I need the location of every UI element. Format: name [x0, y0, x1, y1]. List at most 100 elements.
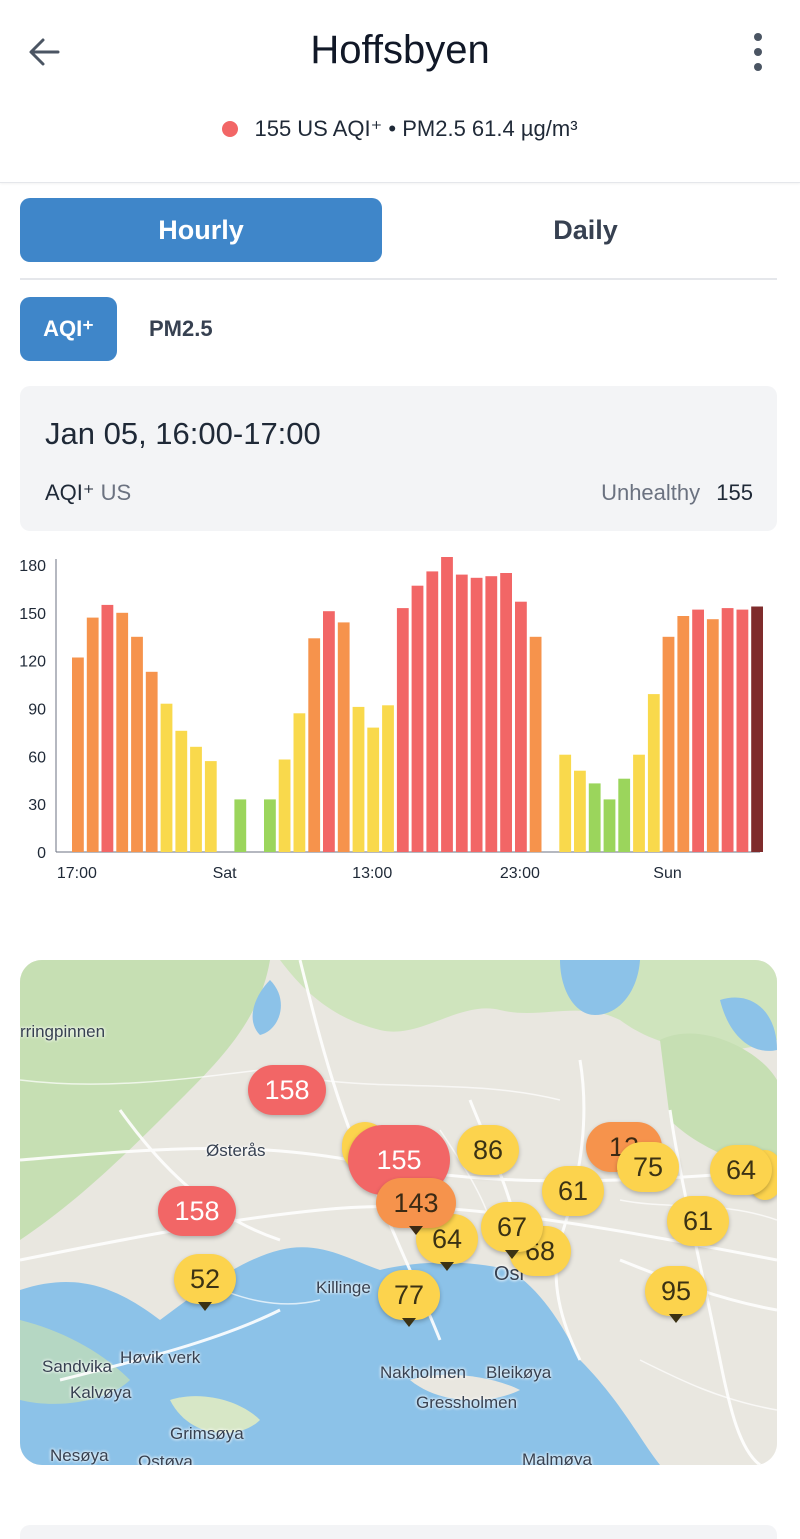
tab-hourly[interactable]: Hourly [20, 198, 382, 262]
map-place-label: Gressholmen [416, 1393, 518, 1412]
map-station-marker[interactable]: 158 [248, 1065, 326, 1115]
chart-y-tick-label: 150 [19, 606, 46, 623]
chart-y-tick-label: 0 [37, 845, 46, 862]
chart-bar[interactable] [677, 616, 690, 852]
page-title: Hoffsbyen [310, 28, 490, 72]
map-place-label: Grimsøya [170, 1424, 244, 1443]
metric-unit: US [100, 480, 132, 505]
map-place-label: Østerås [206, 1141, 266, 1160]
chart-bar[interactable] [131, 636, 143, 853]
chart-bar[interactable] [352, 706, 365, 852]
chart-x-tick-label: 17:00 [57, 865, 97, 882]
map-station-marker[interactable]: 77 [378, 1270, 440, 1327]
map-place-label: Malmøya [522, 1450, 592, 1465]
back-arrow-icon [29, 38, 60, 66]
chart-bar[interactable] [86, 617, 99, 852]
chart-bar[interactable] [470, 577, 483, 852]
map-station-marker[interactable]: 86 [457, 1125, 519, 1175]
tab-daily[interactable]: Daily [553, 214, 618, 245]
chart-x-tick-label: Sun [653, 865, 681, 882]
chart-bar[interactable] [706, 619, 719, 852]
chart-bar[interactable] [485, 576, 498, 852]
chart-bar[interactable] [278, 759, 291, 853]
chart-bar[interactable] [721, 608, 734, 852]
chart-bar[interactable] [160, 703, 173, 852]
chart-bar[interactable] [633, 754, 645, 852]
pill-pm25[interactable]: PM2.5 [149, 316, 213, 341]
chart-bar[interactable] [647, 694, 660, 852]
selected-hour-card: Jan 05, 16:00-17:00 AQI⁺ US Unhealthy 15… [20, 386, 777, 531]
chart-bar[interactable] [515, 601, 527, 852]
chart-y-tick-label: 90 [28, 702, 46, 719]
metric-name: AQI⁺ [45, 480, 95, 505]
map-place-label: rringpinnen [20, 1022, 106, 1041]
chart-bar[interactable] [588, 783, 601, 852]
map-place-label: Kalvøya [70, 1383, 132, 1402]
chart-bar[interactable] [426, 571, 439, 852]
map-place-label: Ostøya [138, 1452, 193, 1465]
current-aqi-value: 155 US AQI⁺ [254, 116, 383, 141]
chart-y-tick-label: 30 [28, 797, 46, 814]
chart-bar[interactable] [455, 574, 468, 852]
map-station-marker[interactable]: 61 [542, 1166, 604, 1216]
chart-y-tick-label: 120 [19, 654, 46, 671]
status-separator: • [388, 116, 397, 141]
chart-bar[interactable] [618, 778, 631, 852]
chart-bar[interactable] [736, 609, 749, 852]
chart-x-tick-label: 23:00 [500, 865, 540, 882]
chart-bar[interactable] [72, 657, 84, 853]
chart-bar[interactable] [337, 622, 350, 852]
chart-bar[interactable] [500, 573, 512, 852]
map-station-marker[interactable]: 75 [617, 1142, 679, 1192]
map-station-marker[interactable]: 143 [376, 1178, 456, 1235]
map-place-label: Sandvika [42, 1357, 112, 1376]
chart-bar[interactable] [234, 799, 247, 852]
chart-bar[interactable] [367, 727, 380, 852]
chart-bar[interactable] [441, 557, 453, 852]
chart-bar[interactable] [574, 770, 586, 852]
map-station-marker[interactable]: 61 [667, 1196, 729, 1246]
chart-bar[interactable] [323, 611, 335, 852]
next-card-edge [20, 1525, 777, 1539]
chart-bar[interactable] [603, 799, 616, 852]
chart-bar[interactable] [264, 799, 276, 852]
aqi-category-value: 155 [716, 480, 753, 505]
chart-bar[interactable] [204, 761, 217, 852]
tabs-divider [20, 278, 777, 280]
chart-bar[interactable] [293, 713, 306, 852]
top-app-bar: Hoffsbyen 155 US AQI⁺ • PM2.5 61.4 µg/m³ [0, 0, 800, 183]
map-station-marker[interactable]: 64 [710, 1145, 772, 1195]
chart-bar[interactable] [116, 612, 129, 852]
map-view[interactable]: rringpinnen Østerås Killinge Osl Sandvik… [20, 960, 777, 1465]
map-place-label: Nakholmen [380, 1363, 466, 1382]
map-place-label: Nesøya [50, 1446, 109, 1465]
chart-bar[interactable] [145, 671, 158, 852]
chart-bar[interactable] [751, 606, 763, 853]
chart-bar[interactable] [662, 636, 675, 853]
chart-y-tick-label: 180 [19, 558, 46, 575]
chart-bar[interactable] [396, 608, 409, 852]
period-tabs: Hourly Daily [20, 198, 777, 262]
metric-label: AQI⁺ US [45, 480, 131, 506]
chart-bar[interactable] [175, 730, 188, 852]
chart-bar[interactable] [559, 754, 572, 852]
map-station-marker[interactable]: 158 [158, 1186, 236, 1236]
hourly-aqi-chart[interactable]: 0 30 60 90 120 150 180 17:00 Sat 13:00 23:00 Sun [0, 545, 800, 890]
pill-aqi[interactable]: AQI⁺ [20, 297, 117, 361]
current-pm25-value: PM2.5 61.4 µg/m³ [402, 116, 578, 141]
chart-x-tick-label: Sat [213, 865, 238, 882]
map-station-marker[interactable]: 95 [645, 1266, 707, 1323]
more-options-button[interactable] [740, 28, 776, 76]
chart-bar[interactable] [101, 604, 114, 852]
chart-bar[interactable] [190, 746, 202, 852]
chart-bar[interactable] [382, 705, 394, 852]
back-button[interactable] [22, 30, 66, 74]
chart-bar[interactable] [692, 609, 704, 852]
selected-hour-date: Jan 05, 16:00-17:00 [45, 416, 321, 451]
map-station-marker[interactable]: 52 [174, 1254, 236, 1311]
chart-bar[interactable] [529, 636, 542, 853]
chart-y-tick-label: 60 [28, 749, 46, 766]
map-station-marker[interactable]: 67 [481, 1202, 543, 1259]
chart-bar[interactable] [411, 585, 424, 852]
chart-bar[interactable] [308, 638, 321, 852]
